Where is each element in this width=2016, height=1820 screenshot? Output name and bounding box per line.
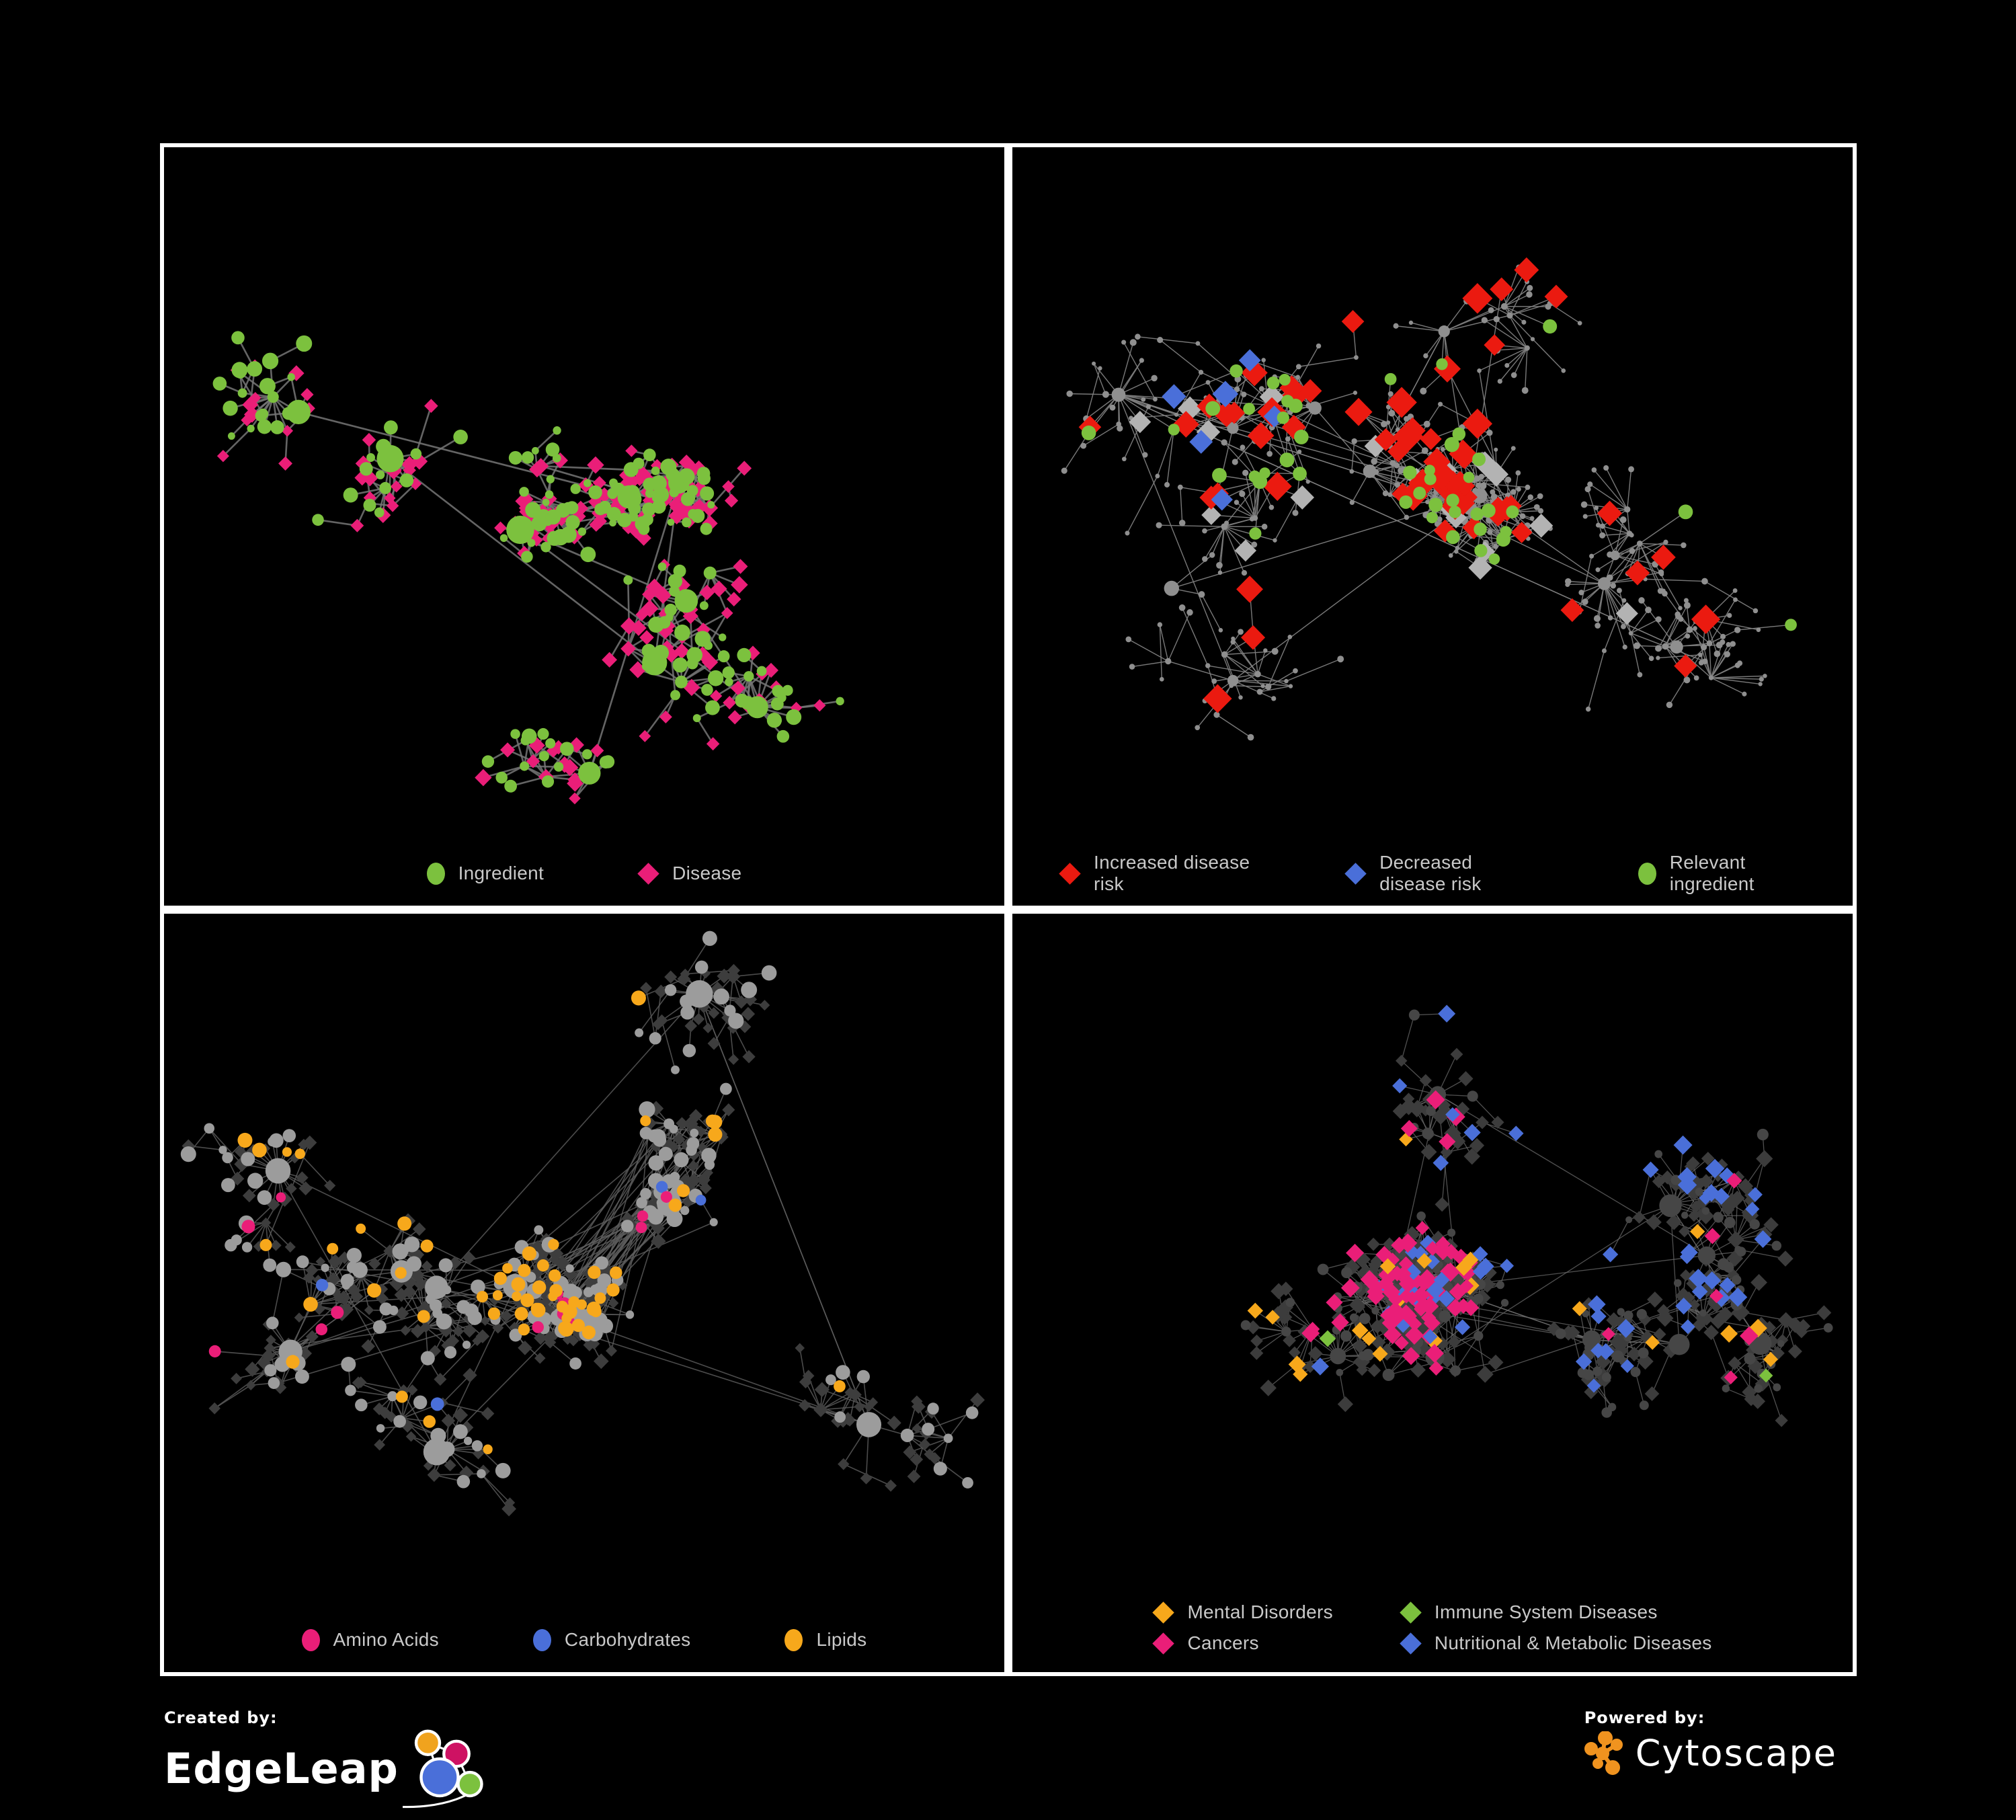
immune-system-diseases-diamond-icon <box>1400 1601 1422 1624</box>
legend-item-cancers: Cancers <box>1152 1632 1332 1655</box>
legend-item-nutritional-metabolic-diseases: Nutritional & Metabolic Diseases <box>1400 1632 1712 1655</box>
network-svg-ingredient-disease <box>212 331 844 805</box>
legend-item-amino-acids: Amino Acids <box>301 1628 439 1651</box>
legend-item-mental-disorders: Mental Disorders <box>1152 1601 1333 1624</box>
legend-label: Ingredient <box>458 863 545 883</box>
panel-ingredient-disease: Ingredient Disease <box>160 143 1008 910</box>
decreased-disease-risk-diamond-icon <box>1344 862 1367 885</box>
legend-ingredient-disease: Ingredient Disease <box>164 841 1004 906</box>
created-by-label: Created by: <box>164 1708 278 1727</box>
ingredient-circle-icon <box>426 862 445 885</box>
network-ingredient-classes <box>164 914 1004 1608</box>
panel-ingredient-classes: Amino Acids Carbohydrates Lipids <box>160 910 1008 1676</box>
panels-grid: Ingredient Disease Increased disease risk D… <box>160 143 1857 1676</box>
edgeleap-logo-icon <box>402 1729 483 1809</box>
legend-item-ingredient: Ingredient <box>426 862 545 885</box>
legend-item-decreased-disease-risk: Decreased disease risk <box>1344 852 1544 895</box>
legend-label: Immune System Diseases <box>1434 1601 1658 1622</box>
legend-label: Nutritional & Metabolic Diseases <box>1434 1632 1712 1653</box>
panel-disease-classes: Mental Disorders Immune System Diseases Ca… <box>1008 910 1857 1676</box>
legend-label: Cancers <box>1187 1632 1259 1653</box>
legend-item-lipids: Lipids <box>784 1628 867 1651</box>
network-svg-disease-risk <box>1061 257 1797 741</box>
cancers-diamond-icon <box>1152 1632 1175 1655</box>
network-svg-disease-classes <box>1240 1004 1833 1427</box>
amino-acids-circle-icon <box>301 1628 320 1651</box>
legend-label: Increased disease risk <box>1094 852 1250 894</box>
network-disease-classes <box>1012 914 1853 1583</box>
legend-label: Decreased disease risk <box>1379 852 1482 894</box>
powered-by-label: Powered by: <box>1584 1708 1705 1727</box>
legend-label: Disease <box>672 863 742 883</box>
cytoscape-credit: Powered by: Cytoscape <box>1584 1708 1837 1776</box>
legend-label: Lipids <box>816 1629 867 1650</box>
lipids-circle-icon <box>784 1628 803 1651</box>
legend-label: Carbohydrates <box>564 1629 691 1650</box>
panel-disease-risk: Increased disease risk Decreased disease … <box>1008 143 1857 910</box>
network-ingredient-disease <box>164 147 1004 841</box>
edgeleap-credit: Created by: EdgeLeap <box>164 1708 490 1809</box>
footer: Created by: EdgeLeap Powered by: <box>0 1676 2016 1820</box>
disease-diamond-icon <box>637 862 659 885</box>
legend-disease-risk: Increased disease risk Decreased disease … <box>1012 841 1853 906</box>
cytoscape-wordmark: Cytoscape <box>1635 1732 1837 1774</box>
network-svg-ingredient-classes <box>180 931 985 1517</box>
legend-item-immune-system-diseases: Immune System Diseases <box>1400 1601 1712 1624</box>
legend-label: Amino Acids <box>333 1629 439 1650</box>
mental-disorders-diamond-icon <box>1152 1601 1175 1624</box>
edgeleap-wordmark: EdgeLeap <box>164 1744 399 1793</box>
legend-item-increased-disease-risk: Increased disease risk <box>1059 852 1251 895</box>
legend-item-relevant-ingredient: Relevant ingredient <box>1638 852 1806 895</box>
carbohydrates-circle-icon <box>532 1628 551 1651</box>
legend-ingredient-classes: Amino Acids Carbohydrates Lipids <box>164 1608 1004 1672</box>
legend-item-disease: Disease <box>637 862 742 885</box>
legend-label: Mental Disorders <box>1187 1601 1333 1622</box>
legend-disease-classes: Mental Disorders Immune System Diseases Ca… <box>1012 1583 1853 1672</box>
network-disease-risk <box>1012 147 1853 841</box>
legend-label: Relevant ingredient <box>1669 852 1755 894</box>
cytoscape-logo-icon <box>1584 1731 1623 1775</box>
nutritional-metabolic-diseases-diamond-icon <box>1400 1632 1422 1655</box>
increased-disease-risk-diamond-icon <box>1059 862 1081 885</box>
relevant-ingredient-circle-icon <box>1638 862 1656 885</box>
legend-item-carbohydrates: Carbohydrates <box>532 1628 691 1651</box>
